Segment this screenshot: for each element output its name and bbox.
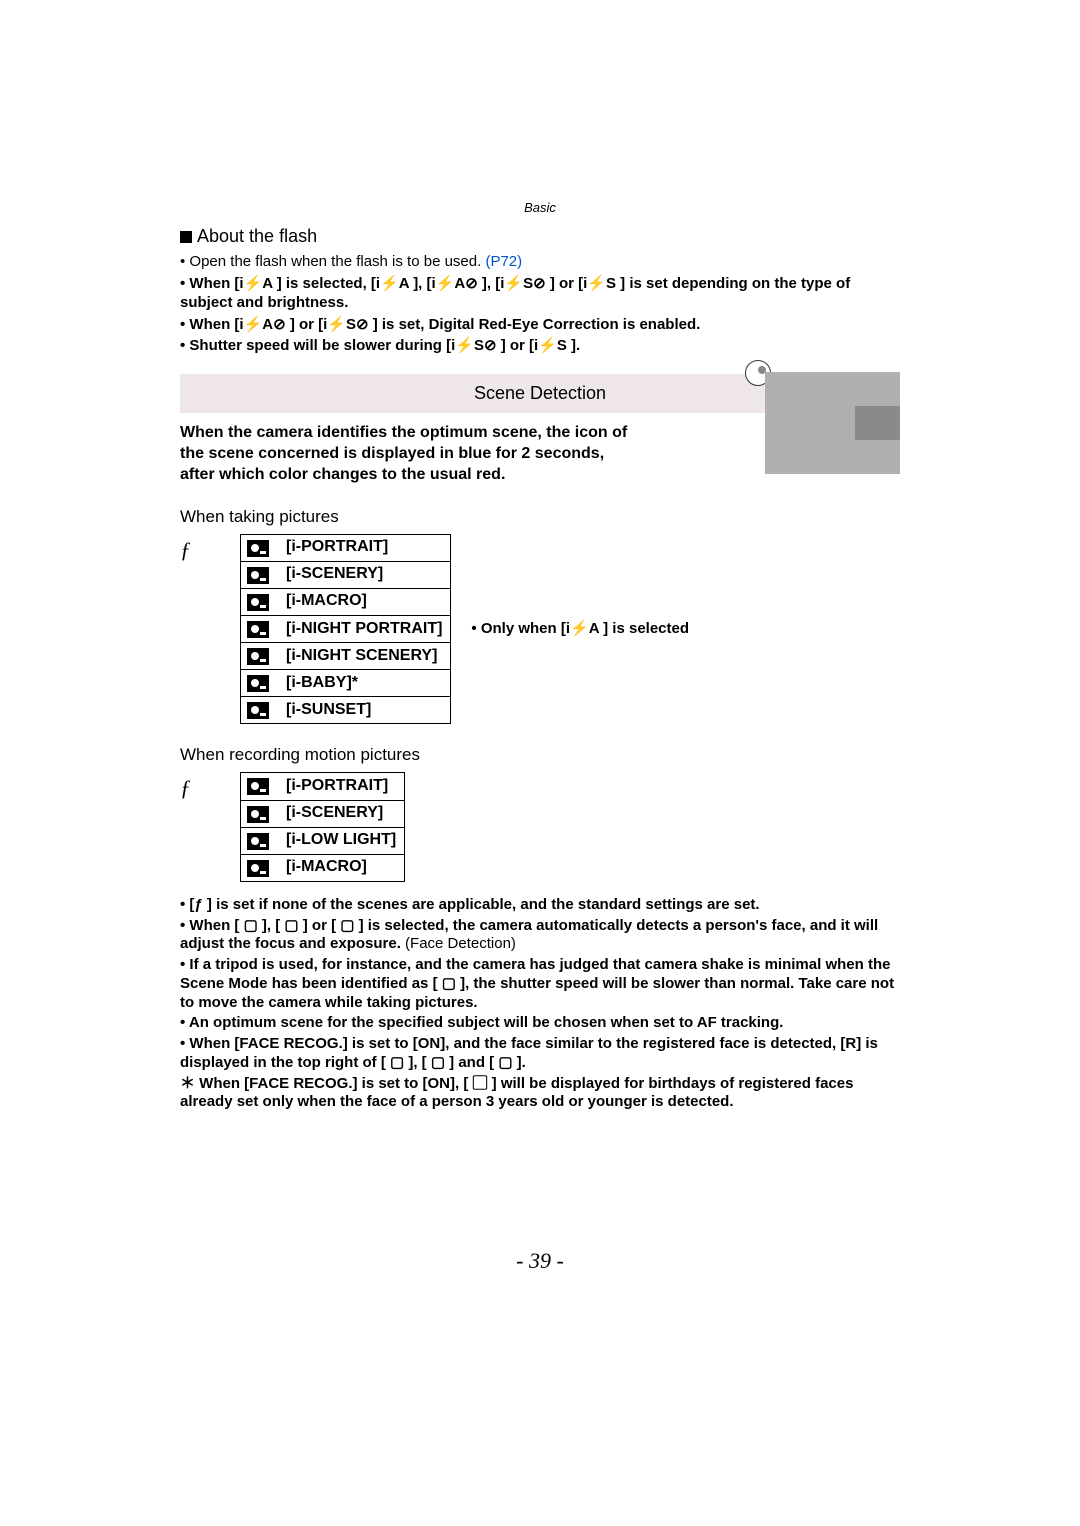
note-1: • [ƒ ] is set if none of the scenes are … — [180, 896, 900, 915]
note-2a: • When [ ▢ ], [ ▢ ] or [ ▢ ] is selected… — [180, 917, 878, 953]
flash-when3: • Shutter speed will be slower during [i… — [180, 336, 900, 356]
table-row: [i-PORTRAIT] — [241, 773, 405, 800]
table-row: [i-SCENERY] — [241, 561, 451, 588]
scenery-icon — [247, 567, 269, 584]
footnotes: • [ƒ ] is set if none of the scenes are … — [180, 896, 900, 1112]
flash-when1: • When [i⚡A ] is selected, [i⚡A ], [i⚡A⊘… — [180, 274, 900, 313]
mode-label: [i-MACRO] — [280, 854, 405, 881]
pictures-head: When taking pictures — [180, 506, 900, 528]
note-2: • When [ ▢ ], [ ▢ ] or [ ▢ ] is selected… — [180, 917, 900, 955]
table-row: [i-SUNSET] — [241, 697, 451, 724]
table-row: [i-BABY]* — [241, 670, 451, 697]
flash-when2: • When [i⚡A⊘ ] or [i⚡S⊘ ] is set, Digita… — [180, 315, 900, 335]
table-row: [i-MACRO] — [241, 854, 405, 881]
pictures-sidenote: • Only when [i⚡A ] is selected — [451, 619, 689, 639]
motion-table-row: ƒ [i-PORTRAIT] [i-SCENERY] [i-LOW LIGHT]… — [180, 772, 900, 881]
mode-label: [i-PORTRAIT] — [280, 534, 451, 561]
portrait-icon — [247, 778, 269, 795]
page-number: - 39 - — [0, 1247, 1080, 1276]
preview-thumbnail — [765, 372, 900, 474]
table-row: [i-NIGHT PORTRAIT] — [241, 615, 451, 642]
mode-label: [i-PORTRAIT] — [280, 773, 405, 800]
macro-icon — [247, 860, 269, 877]
macro-icon — [247, 594, 269, 611]
baby-icon — [247, 675, 269, 692]
scene-intro: When the camera identifies the optimum s… — [180, 423, 630, 485]
note-5: • When [FACE RECOG.] is set to [ON], and… — [180, 1035, 900, 1073]
mode-label: [i-LOW LIGHT] — [280, 827, 405, 854]
pictures-arrow: ƒ — [180, 534, 240, 565]
table-row: [i-MACRO] — [241, 588, 451, 615]
flash-section-title: About the flash — [180, 225, 900, 248]
flash-open-text: • Open the flash when the flash is to be… — [180, 253, 481, 270]
scenery-icon — [247, 806, 269, 823]
motion-head: When recording motion pictures — [180, 744, 900, 766]
flash-open-line: • Open the flash when the flash is to be… — [180, 252, 900, 272]
note-3: • If a tripod is used, for instance, and… — [180, 956, 900, 1012]
table-row: [i-NIGHT SCENERY] — [241, 643, 451, 670]
table-row: [i-LOW LIGHT] — [241, 827, 405, 854]
mode-label: [i-NIGHT SCENERY] — [280, 643, 451, 670]
motion-modes-table: [i-PORTRAIT] [i-SCENERY] [i-LOW LIGHT] [… — [240, 772, 405, 881]
mode-label: [i-BABY]* — [280, 670, 451, 697]
portrait-icon — [247, 540, 269, 557]
table-row: [i-PORTRAIT] — [241, 534, 451, 561]
mode-label: [i-SCENERY] — [280, 800, 405, 827]
night-portrait-icon — [247, 621, 269, 638]
table-row: [i-SCENERY] — [241, 800, 405, 827]
mode-label: [i-SCENERY] — [280, 561, 451, 588]
pictures-modes-table: [i-PORTRAIT] [i-SCENERY] [i-MACRO] [i-NI… — [240, 534, 451, 725]
flash-link[interactable]: (P72) — [485, 253, 522, 270]
note-6: ＊ When [FACE RECOG.] is set to [ON], [ ▢… — [180, 1075, 900, 1113]
note-4: • An optimum scene for the specified sub… — [180, 1014, 900, 1033]
sunset-icon — [247, 702, 269, 719]
square-bullet-icon — [180, 231, 192, 243]
night-scenery-icon — [247, 648, 269, 665]
flash-title-text: About the flash — [197, 226, 317, 246]
note-2b: (Face Detection) — [405, 935, 516, 952]
motion-arrow: ƒ — [180, 772, 240, 803]
page-header: Basic — [180, 200, 900, 217]
mode-label: [i-SUNSET] — [280, 697, 451, 724]
lowlight-icon — [247, 833, 269, 850]
mode-label: [i-NIGHT PORTRAIT] — [280, 615, 451, 642]
mode-label: [i-MACRO] — [280, 588, 451, 615]
pictures-table-row: ƒ [i-PORTRAIT] [i-SCENERY] [i-MACRO] [i-… — [180, 534, 900, 725]
